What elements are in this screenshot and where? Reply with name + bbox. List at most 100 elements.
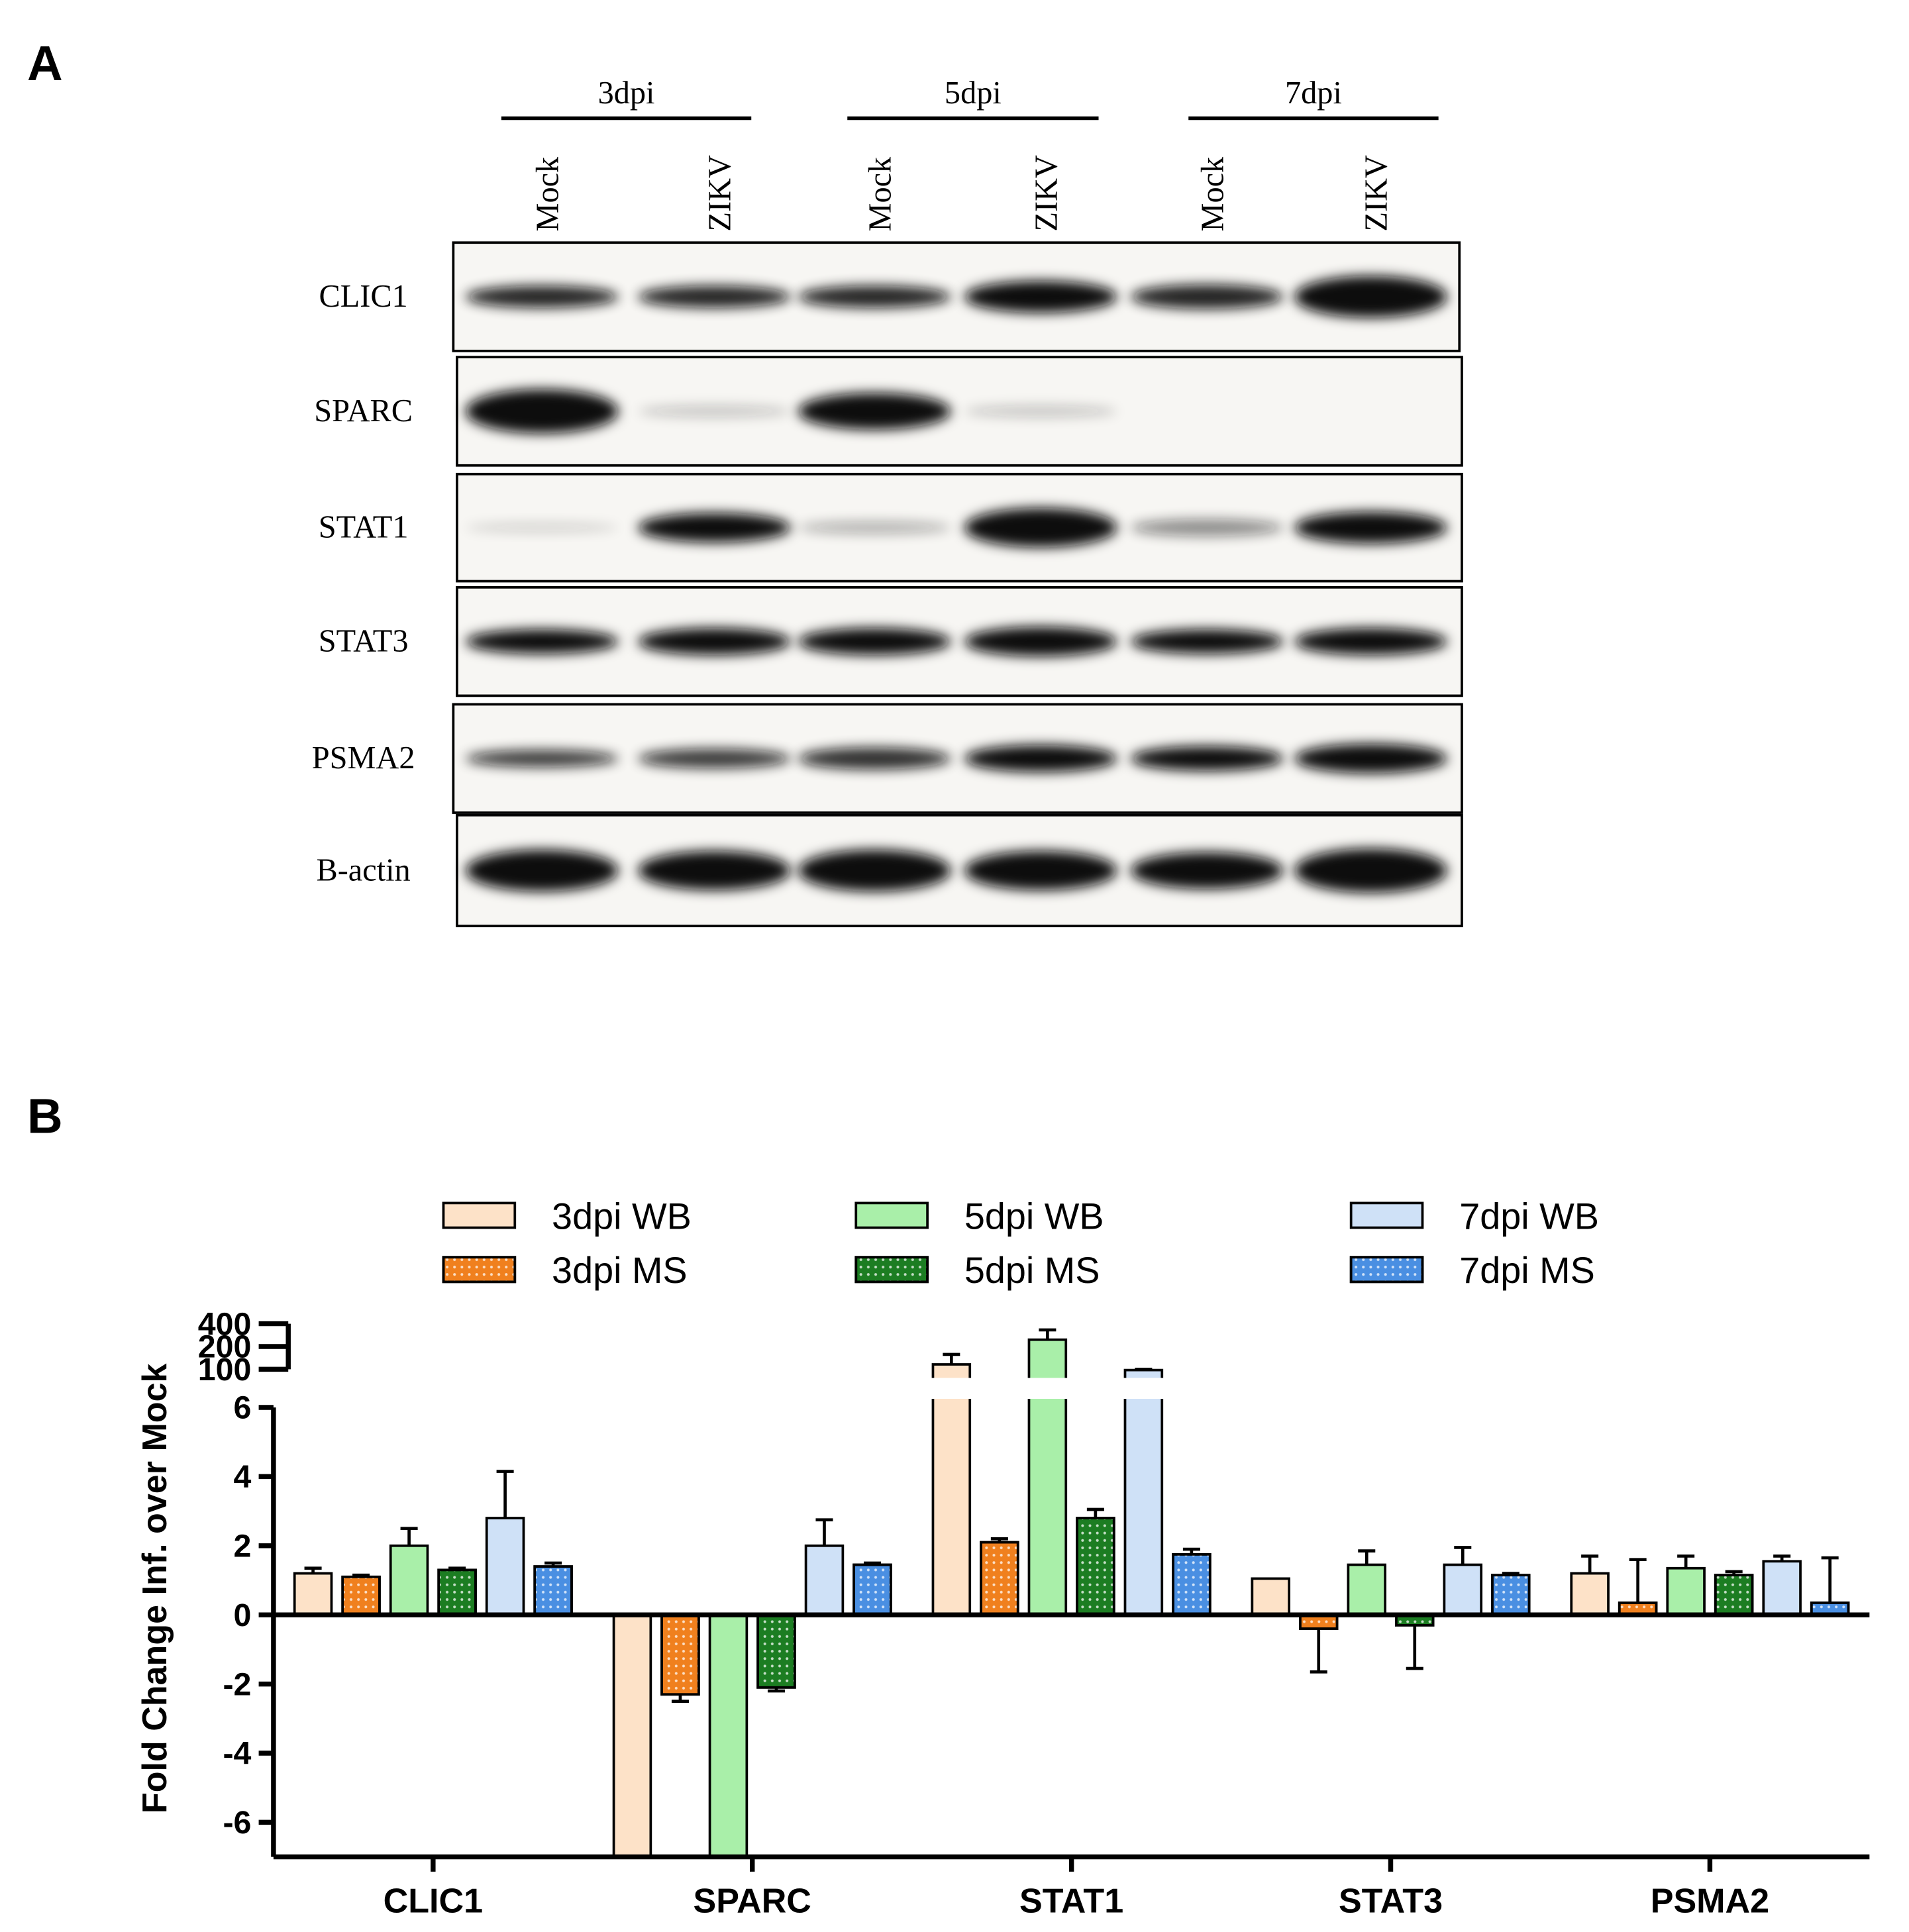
blot-band — [1294, 276, 1447, 318]
legend-swatch — [442, 1201, 517, 1229]
bar-pattern — [980, 1541, 1019, 1617]
blot-band — [465, 629, 619, 654]
lane-label: Mock — [530, 156, 565, 232]
blot-band — [638, 748, 791, 769]
blot-band — [964, 405, 1117, 418]
time-point-label: 7dpi — [1285, 76, 1342, 111]
blot-band — [798, 849, 951, 892]
bar — [1443, 1563, 1483, 1617]
bar-pattern — [533, 1565, 573, 1617]
blot-band — [964, 507, 1117, 548]
x-tick-label: SPARC — [694, 1882, 811, 1920]
bar-pattern — [660, 1613, 700, 1696]
protein-label: PSMA2 — [312, 740, 415, 776]
blot-band — [1294, 511, 1447, 544]
x-tick-label: CLIC1 — [384, 1882, 483, 1920]
y-axis-label: Fold Change Inf. over Mock — [136, 1363, 174, 1813]
y-tick-label: 0 — [234, 1598, 252, 1633]
blot-band — [964, 280, 1117, 313]
bar-pattern — [341, 1575, 381, 1617]
lane-label: ZIKV — [1029, 155, 1064, 232]
legend-swatch — [854, 1201, 929, 1229]
bar-pattern — [1714, 1574, 1754, 1617]
blot-band — [1130, 852, 1284, 890]
x-tick-label: STAT3 — [1339, 1882, 1443, 1920]
blot-band — [638, 850, 791, 891]
panel-label: A — [27, 36, 63, 91]
protein-label: SPARC — [314, 393, 413, 429]
legend-pattern — [854, 1256, 929, 1284]
y-tick-label: -2 — [223, 1666, 251, 1702]
blot-band — [465, 285, 619, 308]
bar-pattern — [1076, 1517, 1115, 1617]
legend-label: 7dpi MS — [1459, 1250, 1595, 1291]
blot-band — [465, 750, 619, 768]
protein-label: STAT1 — [319, 510, 409, 545]
blot-band — [638, 513, 791, 542]
blot-band — [798, 747, 951, 770]
bar-pattern — [1491, 1574, 1531, 1617]
bar-pattern — [437, 1568, 477, 1617]
bar — [708, 1613, 748, 1857]
legend-label: 5dpi MS — [964, 1250, 1100, 1291]
y-tick-label: -6 — [223, 1805, 251, 1841]
blot-band — [1130, 746, 1284, 771]
bar — [804, 1544, 845, 1617]
y-tick-label: 400 — [198, 1306, 252, 1342]
legend-label: 7dpi WB — [1459, 1195, 1599, 1237]
blot-band — [798, 521, 951, 534]
y-tick-label: 200 — [198, 1329, 252, 1365]
bar — [485, 1517, 525, 1617]
blot-band — [1130, 284, 1284, 309]
x-tick-label: PSMA2 — [1651, 1882, 1769, 1920]
blot-frame — [452, 703, 1463, 814]
axis-break — [298, 1378, 1894, 1399]
bar — [389, 1544, 429, 1617]
blot-band — [798, 285, 951, 308]
blot-band — [798, 628, 951, 656]
bar — [293, 1572, 333, 1617]
blot-band — [465, 389, 619, 434]
protein-label: CLIC1 — [319, 279, 407, 314]
legend-pattern — [442, 1256, 517, 1284]
protein-label: STAT3 — [319, 623, 409, 658]
legend-swatch — [1349, 1201, 1424, 1229]
blot-band — [638, 405, 791, 418]
panel-label: B — [27, 1088, 63, 1143]
blot-band — [1130, 629, 1284, 654]
lane-label: Mock — [862, 156, 898, 232]
bar-pattern — [852, 1563, 892, 1617]
blot-band — [798, 393, 951, 430]
y-tick-label: 2 — [234, 1529, 252, 1564]
legend-label: 3dpi MS — [552, 1250, 688, 1291]
lane-label: ZIKV — [1359, 155, 1394, 232]
bar — [1570, 1572, 1610, 1617]
bar — [1762, 1560, 1802, 1617]
bar — [931, 1363, 972, 1617]
lane-label: ZIKV — [703, 155, 738, 232]
blot-band — [638, 628, 791, 656]
protein-label: B-actin — [316, 852, 410, 888]
blot-frame — [456, 356, 1463, 467]
legend-label: 3dpi WB — [552, 1195, 692, 1237]
western-blot: 3dpi 5dpi 7dpi Mock ZIKV Mock ZIKV Mock ZIKV CLIC… — [312, 76, 1463, 927]
blot-band — [465, 849, 619, 892]
y-tick-label: -4 — [223, 1736, 251, 1772]
time-point-label: 5dpi — [945, 76, 1002, 111]
x-tick-label: STAT1 — [1019, 1882, 1123, 1920]
legend-pattern — [1349, 1256, 1424, 1284]
blot-band — [465, 523, 619, 533]
bars — [293, 1328, 1850, 1857]
y-tick-label: 4 — [234, 1459, 252, 1495]
blot-band — [964, 627, 1117, 656]
bar — [1666, 1566, 1706, 1617]
blot-band — [1294, 848, 1447, 893]
blot-band — [1294, 628, 1447, 656]
blot-band — [1130, 519, 1284, 536]
bar — [612, 1613, 652, 1857]
bar — [1347, 1563, 1387, 1617]
y-tick-label: 6 — [234, 1390, 252, 1426]
